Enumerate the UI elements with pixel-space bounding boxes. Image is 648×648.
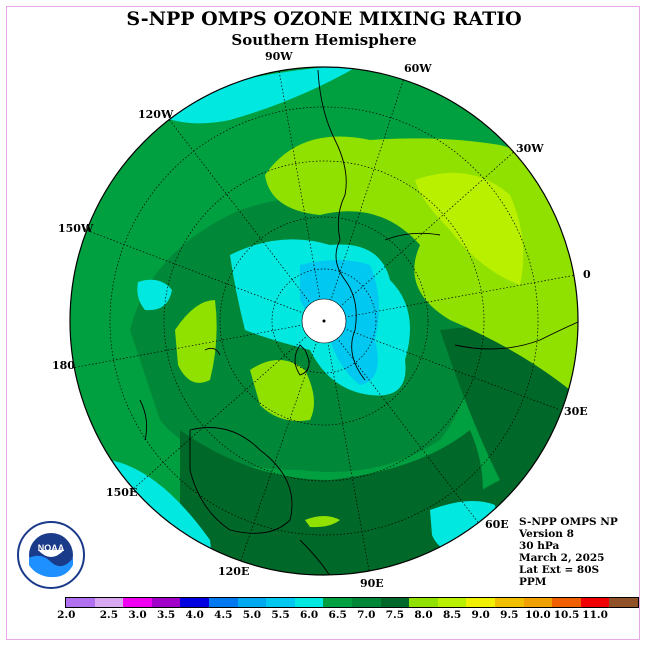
colorbar-swatch bbox=[494, 598, 524, 607]
colorbar-swatch bbox=[151, 598, 181, 607]
lon-label-120e: 120E bbox=[218, 565, 250, 578]
colorbar-swatch bbox=[66, 598, 95, 607]
colorbar-tick-label: 10.5 bbox=[553, 609, 580, 621]
colorbar-tick-label: 10.0 bbox=[525, 609, 551, 621]
lon-label-30w: 30W bbox=[516, 142, 544, 155]
lon-label-180: 180 bbox=[52, 359, 75, 372]
lon-label-150w: 150W bbox=[58, 222, 94, 235]
lon-label-30e: 30E bbox=[564, 405, 588, 418]
info-units: PPM bbox=[519, 576, 547, 588]
colorbar-swatch bbox=[409, 598, 438, 607]
colorbar-swatch bbox=[437, 598, 467, 607]
south-pole-marker bbox=[322, 319, 326, 323]
colorbar-tick-label: 7.5 bbox=[385, 609, 405, 621]
colorbar-tick-label: 6.0 bbox=[299, 609, 319, 621]
colorbar-swatch bbox=[123, 598, 152, 607]
lon-label-90e: 90E bbox=[360, 577, 384, 590]
colorbar-tick-label: 8.5 bbox=[442, 609, 462, 621]
colorbar-swatch bbox=[466, 598, 495, 607]
colorbar-tick-label: 9.5 bbox=[500, 609, 519, 621]
colorbar-tick-label: 3.5 bbox=[156, 609, 176, 621]
colorbar-tick-label: 9.0 bbox=[471, 609, 490, 621]
lon-label-60e: 60E bbox=[485, 518, 509, 531]
colorbar-swatch bbox=[351, 598, 381, 607]
info-date: March 2, 2025 bbox=[519, 552, 605, 564]
colorbar-tick-label: 4.0 bbox=[185, 609, 204, 621]
map-subtitle: Southern Hemisphere bbox=[231, 31, 417, 49]
colorbar-swatch bbox=[208, 598, 238, 607]
colorbar-swatch bbox=[380, 598, 410, 607]
info-instrument: S-NPP OMPS NP bbox=[519, 516, 618, 528]
map-title: S-NPP OMPS OZONE MIXING RATIO bbox=[126, 8, 522, 30]
colorbar bbox=[65, 597, 639, 608]
colorbar-tick-label: 3.0 bbox=[128, 609, 147, 621]
info-version: Version 8 bbox=[519, 528, 574, 540]
info-lat-ext: Lat Ext = 80S bbox=[519, 564, 600, 576]
colorbar-tick-label: 4.5 bbox=[214, 609, 233, 621]
info-level: 30 hPa bbox=[519, 540, 560, 552]
colorbar-tick-label: 2.0 bbox=[57, 609, 76, 621]
map-border bbox=[69, 66, 579, 576]
colorbar-swatch bbox=[580, 598, 610, 607]
colorbar-tick-label: 5.0 bbox=[242, 609, 262, 621]
info-block: S-NPP OMPS NP Version 8 30 hPa March 2, … bbox=[519, 516, 618, 588]
colorbar-swatch bbox=[94, 598, 124, 607]
lon-label-60w: 60W bbox=[404, 62, 432, 75]
colorbar-swatch bbox=[323, 598, 352, 607]
colorbar-tick-label: 11.0 bbox=[582, 609, 608, 621]
colorbar-swatch bbox=[266, 598, 295, 607]
colorbar-swatch bbox=[552, 598, 581, 607]
lon-label-150e: 150E bbox=[106, 486, 138, 499]
ozone-field bbox=[70, 67, 578, 575]
lon-label-0: 0 bbox=[583, 268, 591, 281]
lon-label-90w: 90W bbox=[265, 50, 293, 63]
colorbar-swatch bbox=[237, 598, 267, 607]
colorbar-tick-label: 7.0 bbox=[357, 609, 376, 621]
colorbar-tick-label: 8.0 bbox=[414, 609, 433, 621]
colorbar-swatch bbox=[180, 598, 209, 607]
lon-label-120w: 120W bbox=[138, 108, 174, 121]
noaa-logo: NOAA bbox=[17, 521, 85, 589]
colorbar-tick-label: 6.5 bbox=[328, 609, 347, 621]
colorbar-swatch bbox=[609, 598, 638, 607]
colorbar-tick-label: 2.5 bbox=[99, 609, 119, 621]
noaa-logo-text: NOAA bbox=[38, 543, 65, 553]
colorbar-tick-label: 5.5 bbox=[271, 609, 290, 621]
map-frame bbox=[6, 6, 640, 640]
colorbar-swatch bbox=[523, 598, 553, 607]
colorbar-swatch bbox=[294, 598, 324, 607]
